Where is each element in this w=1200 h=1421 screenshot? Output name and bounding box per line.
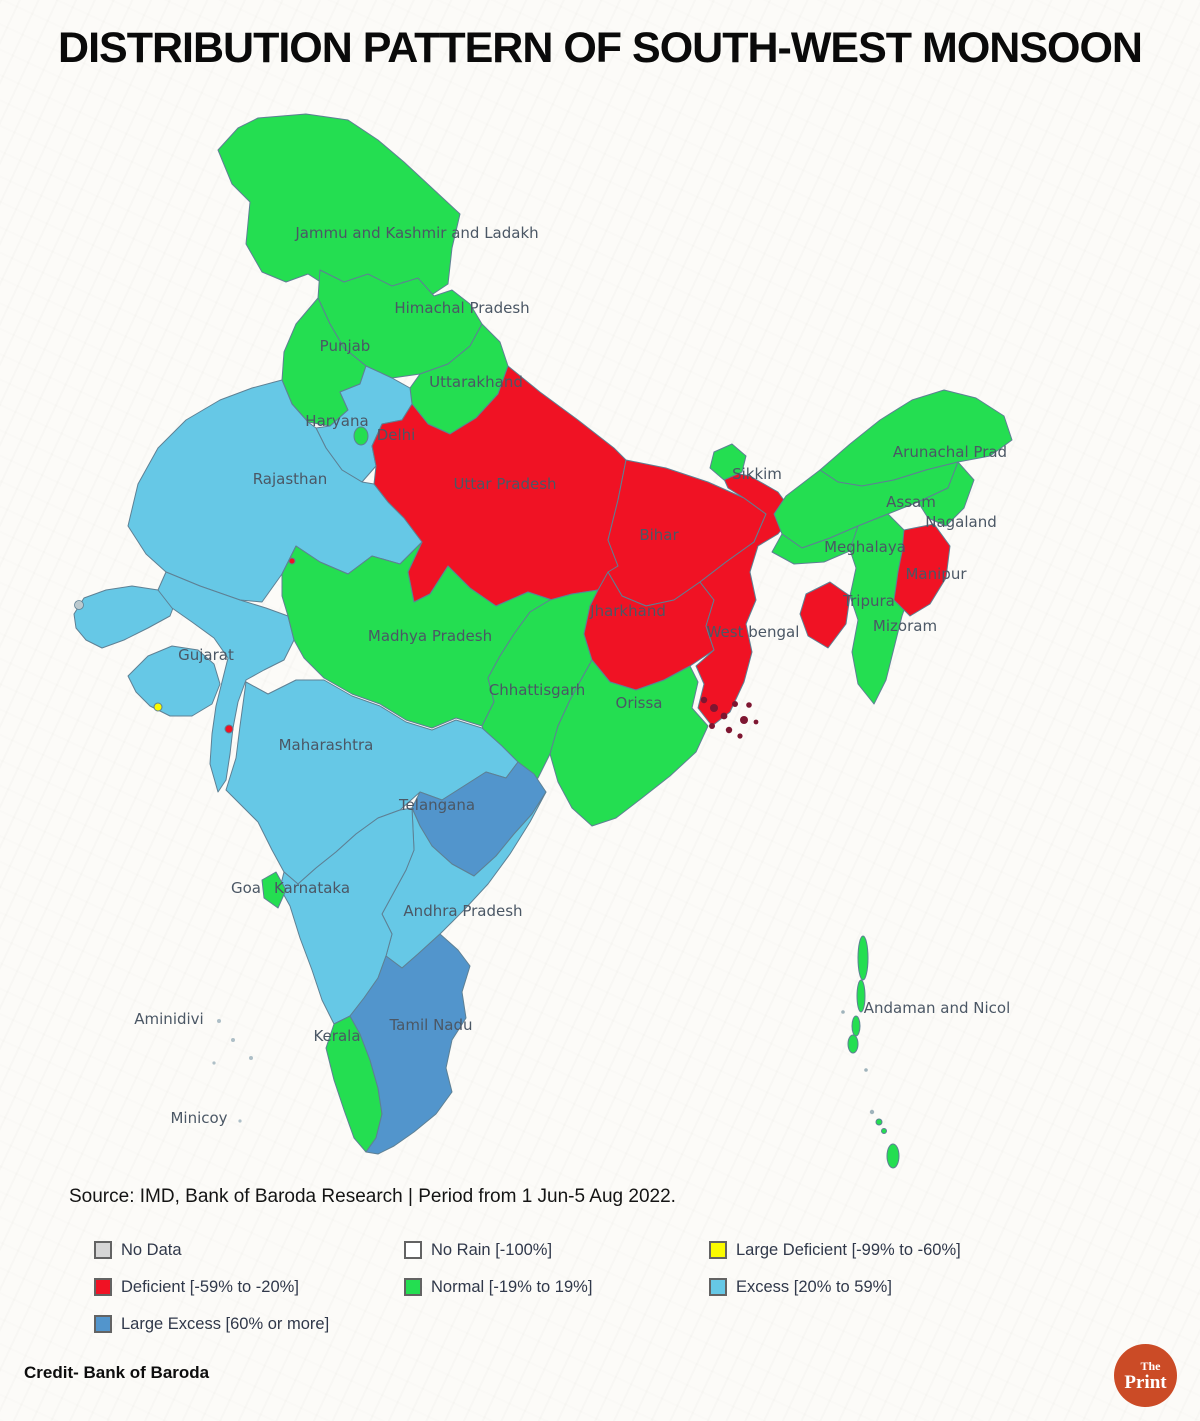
state-label-andaman-nicobar: Andaman and Nicol: [864, 999, 1011, 1017]
state-label-meghalaya: Meghalaya: [824, 538, 906, 556]
state-andaman-nicobar: [875, 1118, 883, 1126]
state-label-aminidivi: Aminidivi: [134, 1010, 203, 1028]
state-gujarat: [157, 571, 295, 793]
state-label-punjab: Punjab: [320, 337, 371, 355]
state-label-bihar: Bihar: [639, 526, 679, 544]
lakshadweep-islets: [212, 1019, 253, 1123]
state-nagaland: [917, 461, 975, 527]
state-label-nagaland: Nagaland: [925, 513, 997, 531]
state-label-rajasthan: Rajasthan: [253, 470, 328, 488]
state-diu-spot: [153, 702, 163, 712]
legend-label: Excess [20% to 59%]: [736, 1277, 892, 1296]
state-label-uttar-pradesh: Uttar Pradesh: [453, 475, 556, 493]
state-arunachal-pradesh: [819, 389, 1013, 487]
state-orissa: [549, 659, 709, 827]
state-label-maharashtra: Maharashtra: [279, 736, 374, 754]
state-andaman-nicobar: [857, 935, 869, 981]
state-label-sikkim: Sikkim: [732, 465, 782, 483]
state-label-madhya-pradesh: Madhya Pradesh: [368, 627, 492, 645]
legend-label: No Data: [121, 1240, 182, 1259]
legend-swatch-normal: [404, 1278, 422, 1296]
state-delhi: [353, 426, 369, 446]
state-label-himachal-pradesh: Himachal Pradesh: [394, 299, 529, 317]
kutch-islet: [74, 600, 84, 610]
state-gujarat: [73, 585, 177, 649]
state-label-west-bengal: West bengal: [707, 623, 800, 641]
state-border-spot: [288, 557, 296, 565]
labels-layer: Jammu and Kashmir and Ladakh Himachal Pra…: [134, 224, 1010, 1127]
state-label-orissa: Orissa: [616, 694, 663, 712]
state-sikkim: [709, 443, 747, 481]
legend-item-excess: Excess [20% to 59%]: [709, 1277, 1069, 1297]
decor-layer: [74, 600, 875, 1123]
legend-swatch-excess: [709, 1278, 727, 1296]
state-tamil-nadu: [349, 933, 471, 1155]
state-label-manipur: Manipur: [905, 565, 967, 583]
legend-swatch-no-rain: [404, 1241, 422, 1259]
state-label-andhra-pradesh: Andhra Pradesh: [403, 902, 522, 920]
state-label-chhattisgarh: Chhattisgarh: [489, 681, 586, 699]
state-label-delhi: Delhi: [377, 426, 416, 444]
state-label-goa: Goa: [231, 879, 261, 897]
sundarbans-delta-fragments: [700, 696, 759, 739]
legend-label: No Rain [-100%]: [431, 1240, 553, 1259]
state-label-uttarakhand: Uttarakhand: [429, 373, 523, 391]
state-andaman-nicobar: [881, 1128, 887, 1134]
state-manipur: [893, 523, 951, 617]
legend-item-normal: Normal [-19% to 19%]: [404, 1277, 709, 1297]
state-label-telangana: Telangana: [398, 796, 475, 814]
legend-item-no-rain: No Rain [-100%]: [404, 1240, 709, 1260]
state-label-jammu-kashmir-ladakh: Jammu and Kashmir and Ladakh: [294, 224, 538, 242]
state-andaman-nicobar: [886, 1143, 900, 1169]
legend-label: Large Deficient [-99% to -60%]: [736, 1240, 961, 1259]
page-title: DISTRIBUTION PATTERN OF SOUTH-WEST MONSO…: [58, 24, 1143, 72]
legend-item-large-deficient: Large Deficient [-99% to -60%]: [709, 1240, 1069, 1260]
legend-label: Normal [-19% to 19%]: [431, 1277, 593, 1296]
legend-swatch-large-deficient: [709, 1241, 727, 1259]
state-goa: [261, 871, 287, 909]
legend-swatch-deficient: [94, 1278, 112, 1296]
state-label-arunachal-pradesh: Arunachal Prad: [893, 443, 1007, 461]
legend: No Data No Rain [-100%] Large Deficient [-…: [94, 1240, 1069, 1334]
state-label-gujarat: Gujarat: [178, 646, 234, 664]
state-label-mizoram: Mizoram: [873, 617, 937, 635]
state-label-tripura: Tripura: [842, 592, 895, 610]
state-gujarat: [127, 645, 221, 717]
state-andaman-nicobar: [851, 1015, 861, 1037]
state-west-bengal: [695, 469, 795, 727]
state-label-kerala: Kerala: [313, 1027, 360, 1045]
state-andaman-nicobar: [847, 1034, 859, 1054]
state-label-tamil-nadu: Tamil Nadu: [388, 1016, 472, 1034]
state-label-assam: Assam: [886, 493, 936, 511]
state-label-minicoy: Minicoy: [170, 1109, 227, 1127]
legend-swatch-no-data: [94, 1241, 112, 1259]
theprint-logo: The Print: [1114, 1344, 1177, 1407]
legend-item-no-data: No Data: [94, 1240, 404, 1260]
logo-text-the: The: [1140, 1358, 1161, 1373]
legend-label: Large Excess [60% or more]: [121, 1314, 330, 1333]
state-label-haryana: Haryana: [305, 412, 368, 430]
state-label-karnataka: Karnataka: [274, 879, 350, 897]
state-tripura: [799, 581, 851, 649]
source-line: Source: IMD, Bank of Baroda Research | P…: [69, 1186, 676, 1207]
state-daman-spot: [224, 724, 234, 734]
legend-item-large-excess: Large Excess [60% or more]: [94, 1314, 404, 1334]
state-jammu-kashmir-ladakh: [217, 113, 461, 297]
legend-swatch-large-excess: [94, 1315, 112, 1333]
legend-item-deficient: Deficient [-59% to -20%]: [94, 1277, 404, 1297]
credit-line: Credit- Bank of Baroda: [24, 1363, 210, 1382]
states-layer: [73, 113, 1013, 1169]
state-andaman-nicobar: [856, 979, 866, 1013]
legend-label: Deficient [-59% to -20%]: [121, 1277, 299, 1296]
logo-text-print: Print: [1124, 1371, 1167, 1393]
state-label-jharkhand: Jharkhand: [589, 602, 666, 620]
andaman-islets-grey: [841, 1010, 875, 1115]
